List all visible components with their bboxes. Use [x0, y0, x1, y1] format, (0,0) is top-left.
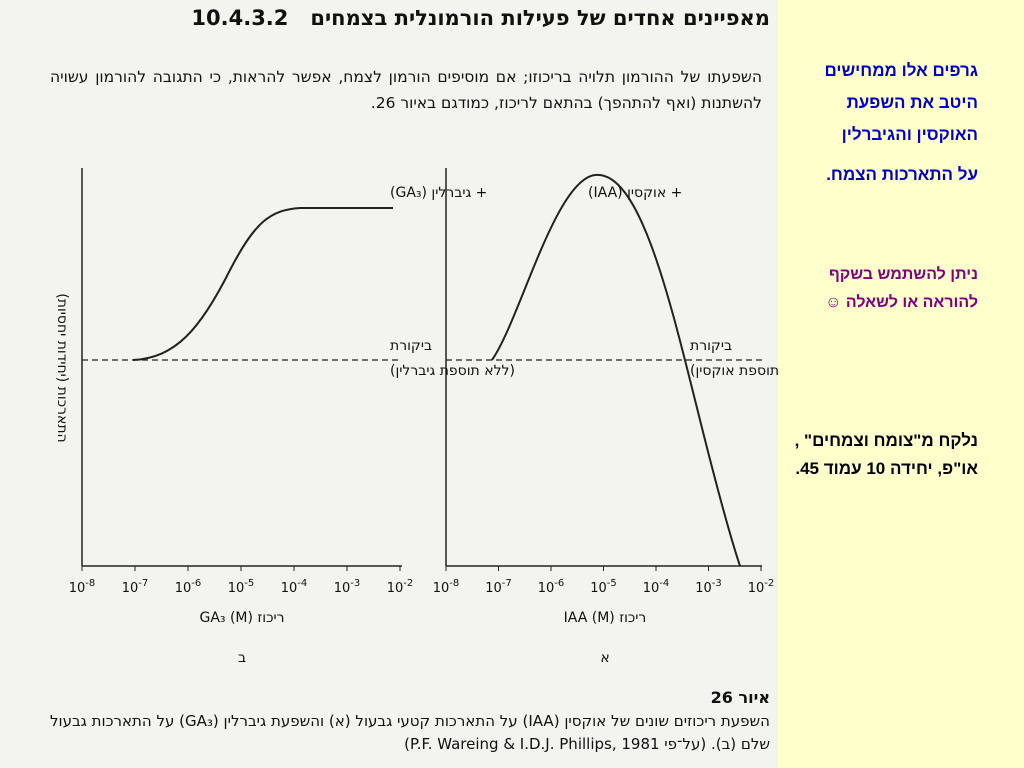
- figure-number: איור 26: [710, 688, 770, 707]
- auxin-curve: [491, 173, 741, 567]
- x-ticks: 10-8 10-7 10-6 10-5 10-4 10-3 10-2 10-8 10-7 10-6…: [69, 566, 775, 596]
- section-number: 10.4.3.2: [191, 6, 289, 30]
- tick-base: 10: [433, 581, 450, 596]
- y-axis-label: התארכות (יחידות יחסיות): [54, 293, 70, 442]
- tick-exponent: -5: [607, 578, 617, 589]
- note: ניתן להשתמש בשקף להוראה או לשאלה ☺: [825, 266, 978, 311]
- tick-exponent: -5: [244, 578, 254, 589]
- tick-label: 10-7: [122, 578, 149, 596]
- tick-base: 10: [281, 581, 298, 596]
- tick-base: 10: [590, 581, 607, 596]
- tick-base: 10: [748, 581, 765, 596]
- tick-label: 10-5: [228, 578, 255, 596]
- control-note: (ללא תוספת אוקסין): [690, 363, 778, 379]
- tick-exponent: -6: [554, 578, 564, 589]
- tick-label: 10-8: [69, 578, 96, 596]
- tick-base: 10: [643, 581, 660, 596]
- tick-label: 10-3: [334, 578, 361, 596]
- tick-label: 10-6: [538, 578, 565, 596]
- tick-base: 10: [538, 581, 555, 596]
- tick-label: 10-5: [590, 578, 617, 596]
- tick-base: 10: [334, 581, 351, 596]
- source-note: נלקח מ"צומח וצמחים" , או"פ, יחידה 10 עמו…: [794, 431, 978, 478]
- tick-exponent: -2: [403, 578, 413, 589]
- tick-exponent: -7: [138, 578, 148, 589]
- tick-label: 10-4: [281, 578, 308, 596]
- tick-exponent: -3: [350, 578, 360, 589]
- figure-caption: השפעת ריכוזים שונים של אוקסין (IAA) על ה…: [50, 712, 770, 753]
- tick-base: 10: [485, 581, 502, 596]
- tick-label: 10-7: [485, 578, 512, 596]
- gibberellin-curve: [132, 207, 393, 361]
- figure: 10-8 10-7 10-6 10-5 10-4 10-3 10-2 10-8 10-7 10-6…: [54, 168, 778, 666]
- x-axis-label: ריכוז GA₃ (M): [199, 610, 284, 626]
- tick-exponent: -8: [449, 578, 459, 589]
- tick-base: 10: [122, 581, 139, 596]
- panel-letter: א: [600, 650, 609, 666]
- tick-base: 10: [175, 581, 192, 596]
- section-title: מאפיינים אחדים של פעילות הורמונלית בצמחי…: [310, 6, 770, 30]
- curve-label: + אוקסין (IAA): [588, 185, 682, 201]
- tick-label: 10-2: [748, 578, 775, 596]
- control-label: ביקורת: [390, 338, 432, 354]
- tick-label: 10-6: [175, 578, 202, 596]
- tick-base: 10: [69, 581, 86, 596]
- note: על התארכות הצמח.: [826, 165, 978, 184]
- note: גרפים אלו ממחישים היטב את השפעת האוקסין …: [824, 61, 978, 144]
- tick-base: 10: [695, 581, 712, 596]
- side-notes: גרפים אלו ממחישים היטב את השפעת האוקסין …: [782, 55, 978, 491]
- tick-label: 10-8: [433, 578, 460, 596]
- tick-base: 10: [228, 581, 245, 596]
- tick-exponent: -7: [502, 578, 512, 589]
- tick-label: 10-3: [695, 578, 722, 596]
- intro-paragraph: השפעתו של ההורמון תלויה בריכוזו; אם מוסי…: [50, 68, 762, 112]
- section-heading: מאפיינים אחדים של פעילות הורמונלית בצמחי…: [150, 6, 770, 30]
- tick-exponent: -3: [712, 578, 722, 589]
- tick-exponent: -8: [85, 578, 95, 589]
- scanned-page: מאפיינים אחדים של פעילות הורמונלית בצמחי…: [0, 0, 778, 768]
- tick-label: 10-4: [643, 578, 670, 596]
- panel-letter: ב: [238, 650, 246, 666]
- tick-label: 10-2: [387, 578, 414, 596]
- tick-base: 10: [387, 581, 404, 596]
- control-note: (ללא תוספת גיברלין): [390, 363, 515, 379]
- curve-label: + גיברלין (GA₃): [390, 185, 487, 201]
- x-axis-label: ריכוז IAA (M): [564, 610, 647, 626]
- tick-exponent: -6: [191, 578, 201, 589]
- tick-exponent: -4: [297, 578, 307, 589]
- tick-exponent: -2: [764, 578, 774, 589]
- tick-exponent: -4: [659, 578, 669, 589]
- control-label: ביקורת: [690, 338, 732, 354]
